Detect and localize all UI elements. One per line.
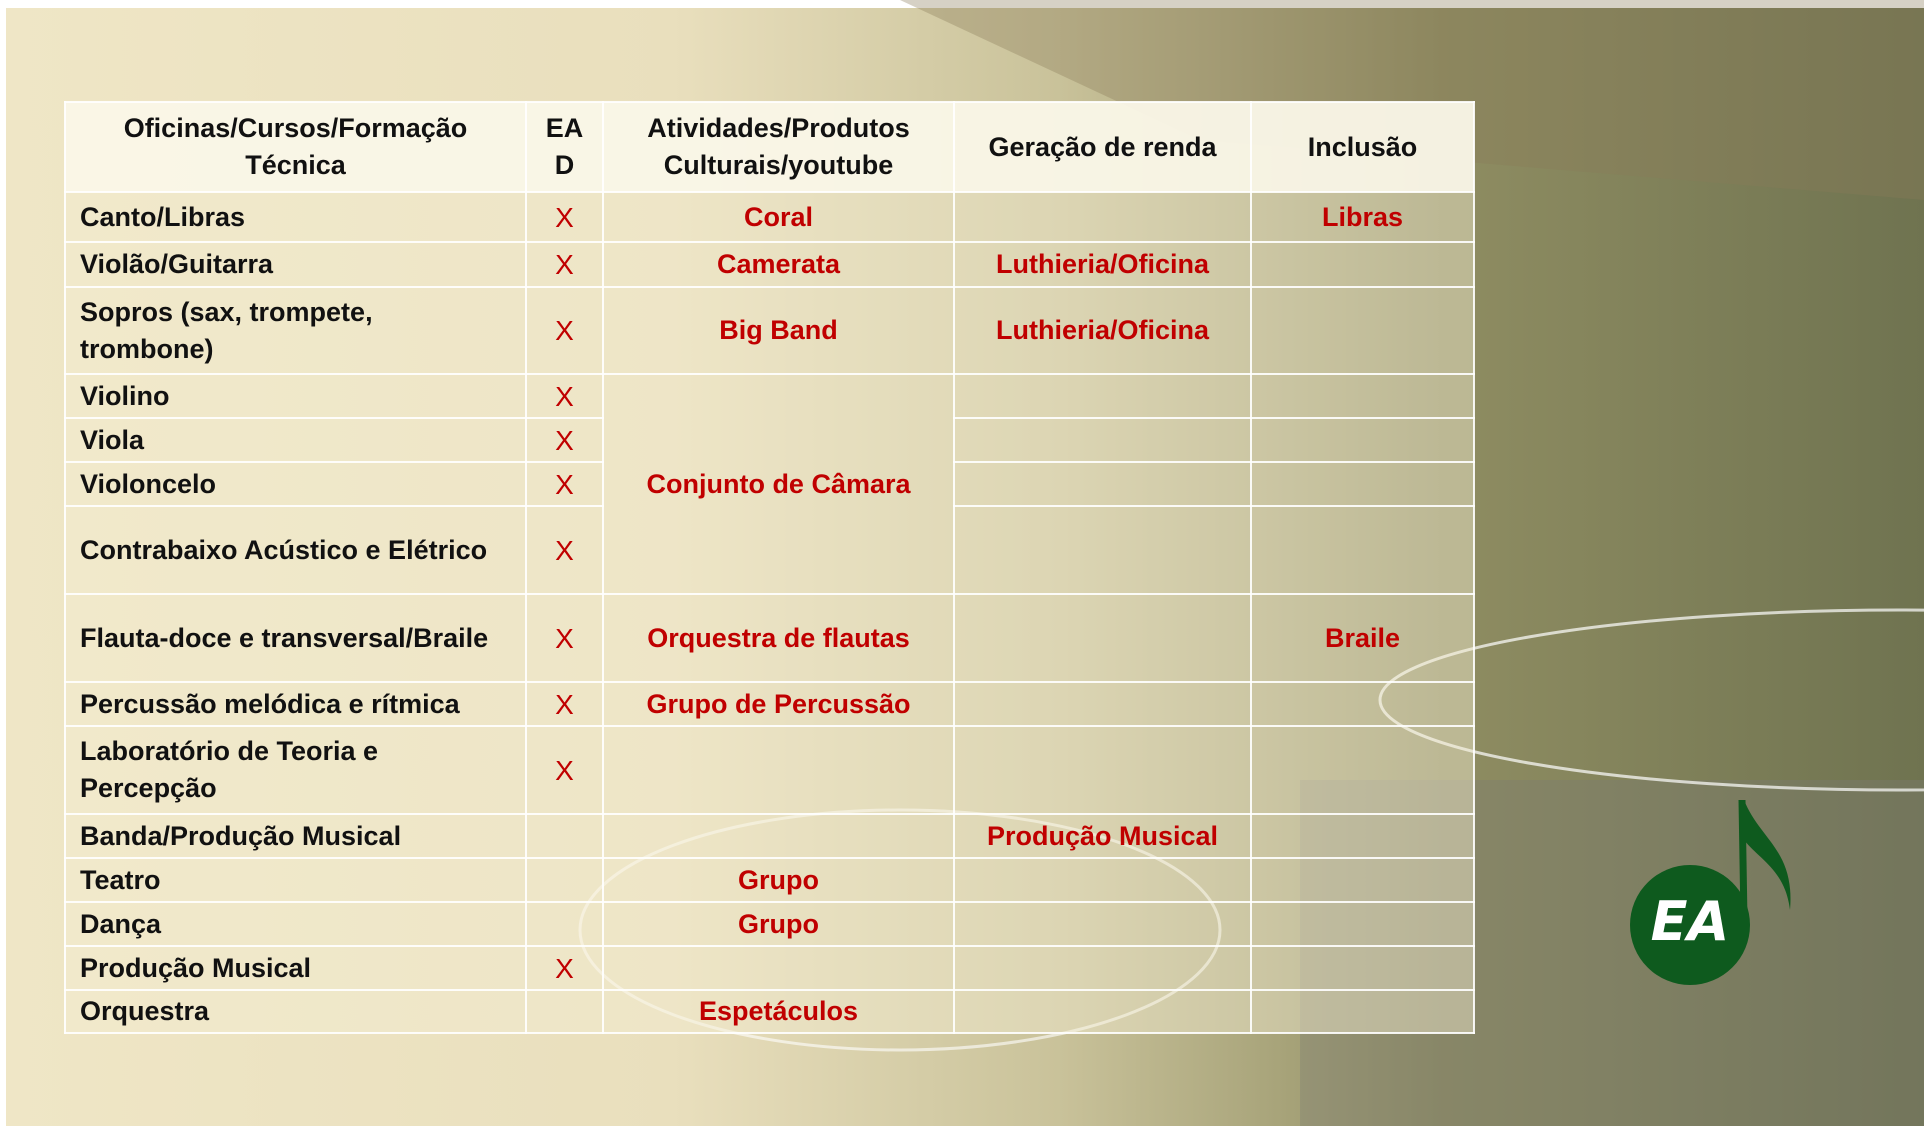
inclusion-cell	[1250, 725, 1475, 815]
inclusion-cell	[1250, 241, 1475, 288]
inclusion-cell	[1250, 505, 1475, 595]
table-row: Flauta-doce e transversal/Braile X Orquest…	[64, 593, 1475, 683]
income-cell	[953, 373, 1252, 419]
course-cell: Percussão melódica e rítmica	[64, 681, 527, 727]
course-cell: Violão/Guitarra	[64, 241, 527, 288]
activity-cell	[602, 813, 955, 859]
header-cell: Atividades/Produtos Culturais/youtube	[602, 101, 955, 193]
table-row: Teatro Grupo	[64, 857, 1475, 903]
header-cell: Geração de renda	[953, 101, 1252, 193]
income-cell	[953, 681, 1252, 727]
table-row: Viola X	[64, 417, 1475, 463]
income-cell	[953, 593, 1252, 683]
income-cell: Produção Musical	[953, 813, 1252, 859]
income-cell	[953, 505, 1252, 595]
ead-cell: X	[525, 593, 604, 683]
activity-cell: Orquestra de flautas	[602, 593, 955, 683]
inclusion-cell	[1250, 945, 1475, 991]
inclusion-cell	[1250, 417, 1475, 463]
activity-cell: Coral	[602, 191, 955, 243]
logo-text: EA	[1651, 890, 1730, 953]
inclusion-cell	[1250, 857, 1475, 903]
course-cell: Violoncelo	[64, 461, 527, 507]
course-cell: Laboratório de Teoria e Percepção	[64, 725, 527, 815]
inclusion-cell: Libras	[1250, 191, 1475, 243]
course-cell: Violino	[64, 373, 527, 419]
ead-cell: X	[525, 241, 604, 288]
header-cell: Inclusão	[1250, 101, 1475, 193]
ead-cell	[525, 901, 604, 947]
ead-cell: X	[525, 681, 604, 727]
ead-cell: X	[525, 191, 604, 243]
course-cell: Dança	[64, 901, 527, 947]
course-cell: Viola	[64, 417, 527, 463]
ead-cell: X	[525, 461, 604, 507]
course-cell: Sopros (sax, trompete, trombone)	[64, 286, 527, 375]
activity-cell: Espetáculos	[602, 989, 955, 1034]
inclusion-cell	[1250, 373, 1475, 419]
income-cell	[953, 725, 1252, 815]
course-cell: Canto/Libras	[64, 191, 527, 243]
table-row: Canto/Libras X Coral Libras	[64, 191, 1475, 243]
inclusion-cell	[1250, 989, 1475, 1034]
header-cell: Oficinas/Cursos/Formação Técnica	[64, 101, 527, 193]
inclusion-cell	[1250, 286, 1475, 375]
course-cell: Produção Musical	[64, 945, 527, 991]
ead-cell: X	[525, 505, 604, 595]
activity-cell: Grupo	[602, 901, 955, 947]
table-row: Dança Grupo	[64, 901, 1475, 947]
inclusion-cell	[1250, 813, 1475, 859]
table-row: Violoncelo X	[64, 461, 1475, 507]
table-row: Sopros (sax, trompete, trombone) X Big Ban…	[64, 286, 1475, 375]
activity-cell: Camerata	[602, 241, 955, 288]
inclusion-cell	[1250, 681, 1475, 727]
table-row: Contrabaixo Acústico e Elétrico X	[64, 505, 1475, 595]
income-cell	[953, 857, 1252, 903]
activity-cell: Conjunto de Câmara	[602, 373, 955, 595]
income-cell	[953, 989, 1252, 1034]
table-row: Orquestra Espetáculos	[64, 989, 1475, 1034]
inclusion-cell	[1250, 461, 1475, 507]
activity-cell: Grupo	[602, 857, 955, 903]
table-row: Violão/Guitarra X Camerata Luthieria/Oficin…	[64, 241, 1475, 288]
ead-cell: X	[525, 725, 604, 815]
ead-cell	[525, 813, 604, 859]
ead-cell: X	[525, 286, 604, 375]
course-cell: Teatro	[64, 857, 527, 903]
course-cell: Banda/Produção Musical	[64, 813, 527, 859]
table-row: Produção Musical X	[64, 945, 1475, 991]
ead-cell: X	[525, 417, 604, 463]
activity-cell	[602, 945, 955, 991]
table-row: Percussão melódica e rítmica X Grupo de Pe…	[64, 681, 1475, 727]
income-cell	[953, 901, 1252, 947]
course-cell: Contrabaixo Acústico e Elétrico	[64, 505, 527, 595]
course-cell: Flauta-doce e transversal/Braile	[64, 593, 527, 683]
course-cell: Orquestra	[64, 989, 527, 1034]
ead-cell	[525, 989, 604, 1034]
table: Oficinas/Cursos/Formação Técnica EAD Ativi…	[64, 101, 1475, 1034]
ead-cell: X	[525, 373, 604, 419]
income-cell	[953, 461, 1252, 507]
activity-cell	[602, 725, 955, 815]
table-row: Banda/Produção Musical Produção Musical	[64, 813, 1475, 859]
ead-cell: X	[525, 945, 604, 991]
income-cell: Luthieria/Oficina	[953, 286, 1252, 375]
ead-cell	[525, 857, 604, 903]
inclusion-cell: Braile	[1250, 593, 1475, 683]
header-cell: EAD	[525, 101, 604, 193]
income-cell	[953, 417, 1252, 463]
income-cell	[953, 191, 1252, 243]
income-cell: Luthieria/Oficina	[953, 241, 1252, 288]
table-row: Laboratório de Teoria e Percepção X	[64, 725, 1475, 815]
inclusion-cell	[1250, 901, 1475, 947]
income-cell	[953, 945, 1252, 991]
table-row: Violino X Conjunto de Câmara	[64, 373, 1475, 595]
logo: EA	[1630, 799, 1791, 985]
activity-cell: Big Band	[602, 286, 955, 375]
activity-cell: Grupo de Percussão	[602, 681, 955, 727]
